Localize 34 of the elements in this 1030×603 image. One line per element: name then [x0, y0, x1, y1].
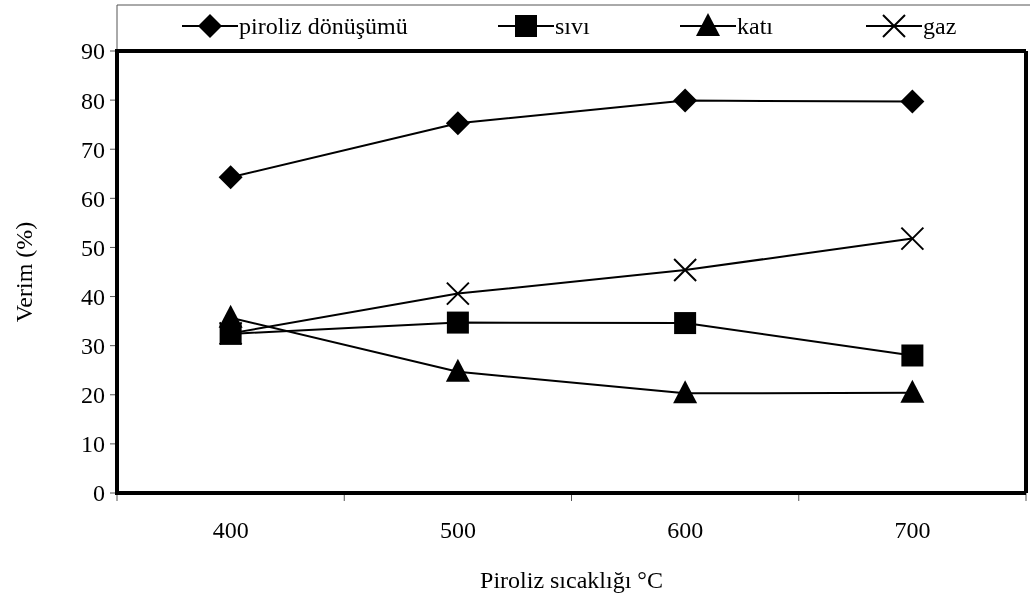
legend-label: sıvı [555, 13, 591, 40]
y-tick-label: 20 [81, 382, 105, 409]
point [218, 304, 243, 328]
point [445, 111, 470, 136]
y-tick-label: 40 [81, 283, 105, 310]
y-tick-label: 90 [81, 38, 105, 65]
y-tick-label: 50 [81, 234, 105, 261]
legend-label: gaz [923, 13, 957, 40]
point [901, 344, 924, 367]
point [673, 380, 698, 404]
point [900, 89, 925, 114]
legend-label: katı [737, 13, 774, 40]
y-tick-label: 80 [81, 87, 105, 114]
point [446, 311, 469, 334]
point [445, 358, 470, 382]
point [900, 226, 925, 251]
x-axis-title: Piroliz sıcaklığı °C [480, 567, 663, 593]
point [674, 312, 697, 335]
y-tick-label: 0 [93, 480, 105, 507]
y-tick-label: 10 [81, 431, 105, 458]
x-tick-label: 700 [894, 517, 931, 543]
y-tick-label: 70 [81, 136, 105, 163]
point [218, 165, 243, 190]
point [673, 88, 698, 113]
point [673, 258, 698, 283]
point [900, 379, 925, 403]
legend-label: piroliz dönüşümü [239, 13, 408, 40]
x-tick-label: 500 [439, 517, 476, 543]
y-axis-title: Verim (%) [11, 221, 37, 323]
x-tick-label: 400 [212, 517, 249, 543]
y-tick-label: 60 [81, 185, 105, 212]
y-tick-label: 30 [81, 333, 105, 360]
x-tick-label: 600 [667, 517, 704, 543]
point [445, 281, 470, 306]
